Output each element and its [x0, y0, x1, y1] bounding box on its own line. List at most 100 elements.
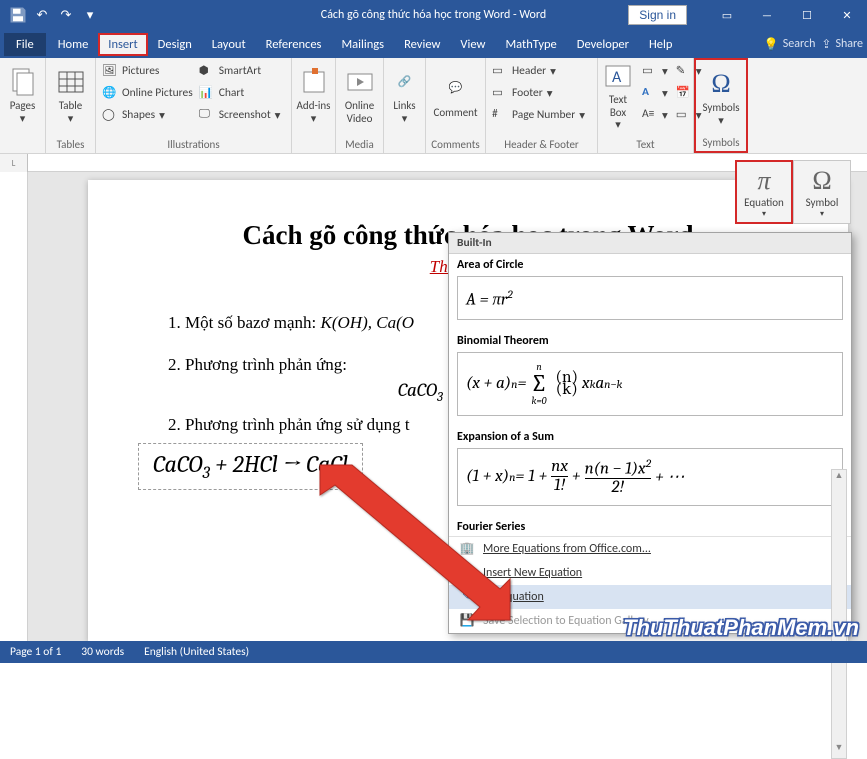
title-bar: ↶ ↷ ▾ Cách gõ công thức hóa học trong Wo…: [0, 0, 867, 30]
text-box-button[interactable]: AText Box▾: [602, 60, 634, 132]
textbox-icon: A: [602, 60, 634, 92]
ink-icon: ✎: [459, 589, 475, 605]
group-label-illustrations: Illustrations: [100, 137, 287, 152]
ribbon-options-icon[interactable]: ▭: [707, 0, 747, 30]
eq-item-fourier[interactable]: Fourier Series: [449, 516, 851, 536]
pages-icon: [7, 66, 39, 98]
screenshot-icon: 🖵: [199, 107, 215, 123]
insert-new-equation-item[interactable]: πInsert New Equation: [449, 561, 851, 585]
save-gallery-icon: 💾: [459, 613, 475, 629]
status-bar: Page 1 of 1 30 words English (United Sta…: [0, 641, 867, 663]
share-label: Share: [835, 37, 863, 51]
chart-icon: 📊: [199, 85, 215, 101]
group-label-media: Media: [340, 137, 379, 152]
eq-item-area-circle[interactable]: Area of Circle: [449, 254, 851, 274]
ink-equation-item[interactable]: ✎Ink Equation: [449, 585, 851, 609]
footer-button[interactable]: ▭Footer ▾: [490, 82, 587, 104]
qat-more-icon[interactable]: ▾: [80, 5, 100, 25]
page-number-button[interactable]: #Page Number ▾: [490, 104, 587, 126]
footer-icon: ▭: [492, 85, 508, 101]
status-page[interactable]: Page 1 of 1: [10, 645, 61, 659]
shapes-icon: ◯: [102, 107, 118, 123]
addins-icon: [298, 66, 330, 98]
omega-icon: Ω: [705, 68, 737, 100]
wordart-button[interactable]: A▾: [640, 82, 670, 104]
share-icon: ⇪: [821, 37, 831, 52]
links-icon: 🔗: [389, 66, 421, 98]
symbols-button[interactable]: ΩSymbols▾: [700, 62, 742, 134]
online-pictures-button[interactable]: 🌐Online Pictures: [100, 82, 195, 104]
comment-button[interactable]: 💬Comment: [430, 60, 481, 132]
svg-text:A: A: [612, 68, 622, 87]
eq-preview-expansion[interactable]: (1 + x)n = 1 + nx1! + n(n − 1)x22! + ⋯: [457, 448, 843, 506]
status-lang[interactable]: English (United States): [144, 645, 249, 659]
pictures-icon: 🖼: [102, 63, 118, 79]
group-label-tables: Tables: [50, 137, 91, 152]
eq-preview-binomial[interactable]: (x + a)n = n∑k=0 (n)(k) xk an−k: [457, 352, 843, 416]
more-equations-item[interactable]: 🏢More Equations from Office.com...: [449, 537, 851, 561]
dropdown-scrollbar[interactable]: ▲▼: [831, 469, 847, 759]
screenshot-button[interactable]: 🖵Screenshot ▾: [197, 104, 283, 126]
watermark: ThuThuatPhanMem.vn: [623, 615, 859, 641]
table-icon: [55, 66, 87, 98]
group-label-headerfooter: Header & Footer: [490, 137, 593, 152]
omega-icon-small: Ω: [812, 166, 831, 196]
close-icon[interactable]: ✕: [827, 0, 867, 30]
addins-button[interactable]: Add-ins▾: [296, 60, 331, 132]
tab-mailings[interactable]: Mailings: [331, 33, 394, 56]
header-button[interactable]: ▭Header ▾: [490, 60, 587, 82]
online-video-button[interactable]: Online Video: [340, 60, 379, 132]
quickparts-button[interactable]: ▭▾: [640, 60, 670, 82]
tab-home[interactable]: Home: [48, 33, 99, 56]
vertical-ruler[interactable]: [0, 172, 28, 642]
tab-design[interactable]: Design: [148, 33, 202, 56]
tab-view[interactable]: View: [450, 33, 495, 56]
chart-button[interactable]: 📊Chart: [197, 82, 283, 104]
maximize-icon[interactable]: ☐: [787, 0, 827, 30]
tab-mathtype[interactable]: MathType: [495, 33, 566, 56]
group-label-comments: Comments: [430, 137, 481, 152]
table-button[interactable]: Table▾: [50, 60, 91, 132]
group-label-symbols: Symbols: [700, 135, 742, 150]
office-icon: 🏢: [459, 541, 475, 557]
tab-layout[interactable]: Layout: [202, 33, 256, 56]
minimize-icon[interactable]: —: [747, 0, 787, 30]
pages-button[interactable]: Pages▾: [4, 60, 41, 132]
links-button[interactable]: 🔗Links▾: [388, 60, 421, 132]
redo-icon[interactable]: ↷: [56, 5, 76, 25]
symbol-button[interactable]: Ω Symbol▾: [793, 160, 851, 224]
search-label: Search: [783, 37, 816, 51]
undo-icon[interactable]: ↶: [32, 5, 52, 25]
search-box[interactable]: 💡 Search: [764, 37, 816, 52]
status-words[interactable]: 30 words: [81, 645, 124, 659]
shapes-button[interactable]: ◯Shapes ▾: [100, 104, 195, 126]
save-icon[interactable]: [8, 5, 28, 25]
quick-access-toolbar: ↶ ↷ ▾: [0, 5, 100, 25]
equation-button[interactable]: π Equation▾: [735, 160, 793, 224]
share-button[interactable]: ⇪ Share: [821, 37, 863, 52]
tab-file[interactable]: File: [4, 33, 46, 56]
group-label-text: Text: [602, 137, 689, 152]
pictures-button[interactable]: 🖼Pictures: [100, 60, 195, 82]
tab-insert[interactable]: Insert: [98, 33, 147, 56]
tab-references[interactable]: References: [256, 33, 332, 56]
dropcap-button[interactable]: A≡▾: [640, 104, 670, 126]
ruler-corner: L: [0, 154, 28, 172]
ribbon: Pages▾ Table▾ Tables 🖼Pictures 🌐Online P…: [0, 58, 867, 154]
sign-in-button[interactable]: Sign in: [628, 5, 687, 25]
tab-review[interactable]: Review: [394, 33, 450, 56]
pagenum-icon: #: [492, 107, 508, 123]
comment-icon: 💬: [440, 73, 472, 105]
tab-developer[interactable]: Developer: [567, 33, 639, 56]
eq-preview-area-circle[interactable]: A = πr2: [457, 276, 843, 320]
equation-dropdown: Built-In Area of Circle A = πr2 Binomial…: [448, 232, 852, 634]
lightbulb-icon: 💡: [764, 37, 779, 52]
smartart-button[interactable]: ⬢SmartArt: [197, 60, 283, 82]
eq-item-binomial[interactable]: Binomial Theorem: [449, 330, 851, 350]
window-controls: Sign in ▭ — ☐ ✕: [628, 0, 867, 30]
window-title: Cách gõ công thức hóa học trong Word - W…: [321, 8, 546, 22]
eq-item-expansion[interactable]: Expansion of a Sum: [449, 426, 851, 446]
pi-icon: π: [757, 166, 770, 196]
symbols-subpane: π Equation▾ Ω Symbol▾: [735, 160, 851, 224]
tab-help[interactable]: Help: [639, 33, 682, 56]
